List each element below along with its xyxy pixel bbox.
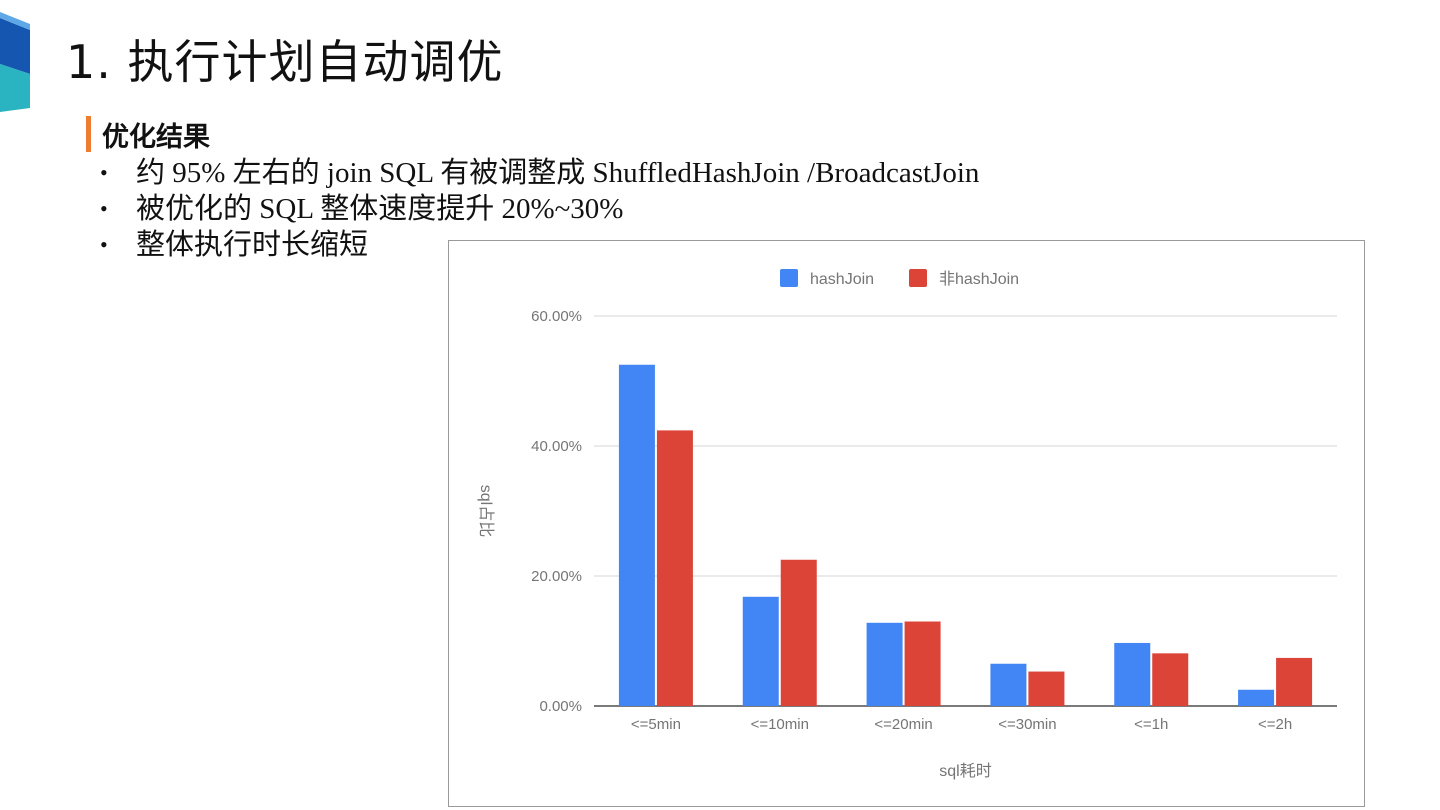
section-accent-bar	[86, 116, 91, 152]
legend-label: hashJoin	[810, 271, 874, 288]
chart-frame: 0.00% 20.00% 40.00% 60.00% <=5min <=10min <=20…	[448, 240, 1365, 807]
bar-chart: 0.00% 20.00% 40.00% 60.00% <=5min <=10min <=20…	[477, 269, 1337, 780]
bar-hashjoin	[618, 364, 655, 706]
x-tick-label: <=20min	[874, 716, 932, 733]
y-tick-label: 40.00%	[531, 438, 582, 455]
x-axis-title: sql耗时	[939, 762, 991, 780]
section-heading: 优化结果	[86, 116, 210, 153]
bullet-text: 被优化的 SQL 整体速度提升 20%~30%	[136, 193, 624, 225]
y-tick-label: 0.00%	[539, 698, 582, 715]
x-tick-label: <=30min	[998, 716, 1056, 733]
bar-hashjoin	[990, 663, 1027, 706]
bar-non-hashjoin	[1276, 657, 1313, 706]
bar-non-hashjoin	[1152, 653, 1189, 706]
y-tick-label: 60.00%	[531, 308, 582, 325]
bullet-glyph: •	[100, 160, 108, 185]
bullet-text: 整体执行时长缩短	[136, 229, 369, 261]
bar-hashjoin	[742, 596, 779, 706]
slide-title: 1. 执行计划自动调优	[66, 35, 504, 89]
y-axis-title: sql占比	[477, 485, 495, 537]
legend-label: 非hashJoin	[939, 270, 1019, 288]
bar-hashjoin	[866, 622, 903, 706]
x-tick-label: <=2h	[1258, 716, 1292, 733]
bar-hashjoin	[1114, 642, 1151, 706]
x-tick-label: <=10min	[751, 716, 809, 733]
bar-non-hashjoin	[656, 430, 693, 706]
logo-icon	[0, 12, 30, 112]
bar-hashjoin	[1238, 689, 1275, 706]
x-tick-label: <=5min	[631, 716, 681, 733]
x-tick-label: <=1h	[1134, 716, 1168, 733]
bar-non-hashjoin	[1028, 671, 1065, 706]
y-tick-label: 20.00%	[531, 568, 582, 585]
bullet-list: • 约 95% 左右的 join SQL 有被调整成 ShuffledHashJ…	[100, 155, 979, 263]
legend-swatch	[780, 269, 798, 287]
bullet-glyph: •	[100, 196, 108, 221]
bar-non-hashjoin	[904, 621, 941, 706]
legend-swatch	[909, 269, 927, 287]
bullet-item: • 约 95% 左右的 join SQL 有被调整成 ShuffledHashJ…	[100, 155, 979, 191]
bullet-item: • 被优化的 SQL 整体速度提升 20%~30%	[100, 191, 979, 227]
bar-non-hashjoin	[780, 559, 817, 706]
bullet-glyph: •	[100, 232, 108, 257]
bullet-item: • 整体执行时长缩短	[100, 227, 979, 263]
section-label: 优化结果	[102, 121, 210, 153]
bullet-text: 约 95% 左右的 join SQL 有被调整成 ShuffledHashJoi…	[136, 157, 980, 189]
